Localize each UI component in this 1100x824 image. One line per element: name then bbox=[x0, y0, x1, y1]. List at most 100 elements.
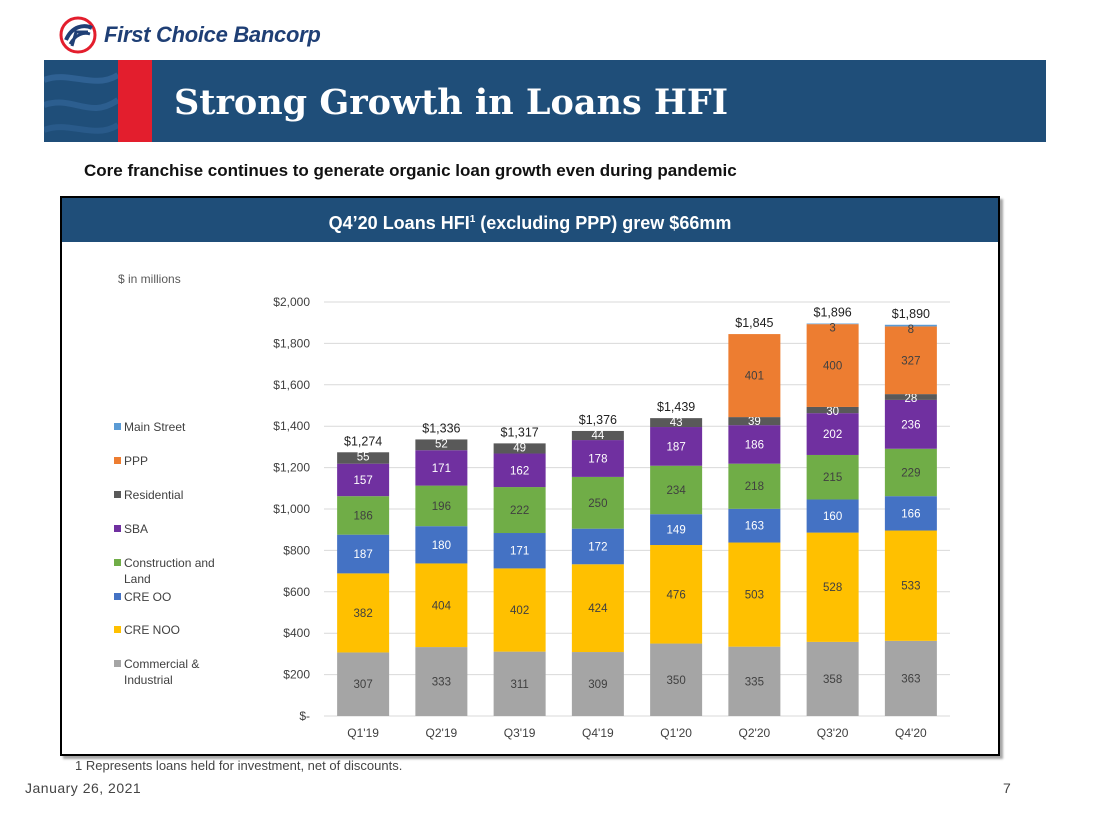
bar-segment-residential bbox=[650, 418, 703, 428]
total-label: $1,336 bbox=[422, 421, 460, 435]
bar-segment-cre-oo bbox=[650, 514, 703, 546]
bar-segment-construction-and-land bbox=[806, 454, 859, 500]
data-label: 8 bbox=[908, 324, 914, 336]
data-label: 163 bbox=[745, 521, 764, 533]
data-label: 180 bbox=[432, 540, 451, 552]
data-label: 333 bbox=[432, 677, 451, 689]
stacked-bar-chart: $ in millions $- $200 $400 $600 $800 $1,000 $1,… bbox=[114, 272, 950, 740]
title-bar: Strong Growth in Loans HFI bbox=[44, 60, 1046, 142]
legend-label: CRE OO bbox=[124, 590, 171, 604]
data-label: 402 bbox=[510, 605, 529, 617]
legend-swatch-sba bbox=[114, 525, 121, 532]
legend-label: Industrial bbox=[124, 673, 173, 687]
data-label: 39 bbox=[748, 416, 761, 428]
bar-segment-residential bbox=[493, 443, 546, 454]
data-label: 218 bbox=[745, 481, 764, 493]
bar-segment-sba bbox=[493, 453, 546, 488]
title-accent-stripe bbox=[118, 60, 152, 142]
total-label: $1,439 bbox=[657, 400, 695, 414]
x-tick-label: Q2'19 bbox=[426, 726, 458, 740]
data-label: 335 bbox=[745, 676, 764, 688]
data-label: 149 bbox=[667, 525, 686, 537]
bar-segment-commercial-industrial bbox=[337, 652, 390, 716]
bar-segment-residential bbox=[337, 452, 390, 464]
data-label: 187 bbox=[354, 549, 373, 561]
data-label: 229 bbox=[901, 467, 920, 479]
bar-segment-cre-oo bbox=[806, 499, 859, 533]
data-label: 215 bbox=[823, 472, 842, 484]
y-tick-label: $600 bbox=[283, 585, 310, 599]
data-label: 171 bbox=[510, 546, 529, 558]
bar-segment-residential bbox=[571, 430, 624, 441]
data-label: 186 bbox=[745, 439, 764, 451]
legend-label: Construction and bbox=[124, 556, 215, 570]
bar-segment-construction-and-land bbox=[650, 465, 703, 515]
y-tick-label: $1,000 bbox=[273, 502, 310, 516]
y-tick-label: $- bbox=[299, 709, 310, 723]
total-label: $1,317 bbox=[501, 425, 539, 439]
y-tick-label: $1,400 bbox=[273, 419, 310, 433]
data-label: 250 bbox=[588, 498, 607, 510]
bar-segment-residential bbox=[728, 417, 781, 426]
x-tick-label: Q2'20 bbox=[739, 726, 771, 740]
data-label: 3 bbox=[829, 323, 835, 335]
bar-segment-sba bbox=[884, 399, 937, 449]
legend-swatch-cre-noo bbox=[114, 626, 121, 633]
x-tick-label: Q4'20 bbox=[895, 726, 927, 740]
data-label: 476 bbox=[667, 589, 686, 601]
chart-title-suffix: (excluding PPP) grew $66mm bbox=[475, 213, 732, 233]
legend-swatch-commercial-industrial bbox=[114, 660, 121, 667]
legend-swatch-construction-and-land bbox=[114, 559, 121, 566]
bar-segment-commercial-industrial bbox=[415, 647, 468, 716]
data-label: 307 bbox=[354, 679, 373, 691]
legend-swatch-main-street bbox=[114, 423, 121, 430]
y-tick-label: $1,600 bbox=[273, 378, 310, 392]
total-label: $1,845 bbox=[735, 316, 773, 330]
data-label: 160 bbox=[823, 511, 842, 523]
data-label: 55 bbox=[357, 451, 370, 463]
brand-name: First Choice Bancorp bbox=[104, 22, 321, 47]
chart-title-footnote-mark: 1 bbox=[469, 214, 476, 225]
bar-segment-main-street bbox=[806, 323, 859, 325]
data-label: 363 bbox=[901, 673, 920, 685]
data-label: 533 bbox=[901, 581, 920, 593]
total-label: $1,274 bbox=[344, 434, 382, 448]
bar-segment-cre-noo bbox=[806, 532, 859, 642]
x-tick-label: Q1'20 bbox=[660, 726, 692, 740]
data-label: 234 bbox=[667, 485, 687, 497]
bar-segment-commercial-industrial bbox=[571, 652, 624, 716]
legend-label: PPP bbox=[124, 454, 148, 468]
y-tick-label: $800 bbox=[283, 543, 310, 557]
bar-segment-sba bbox=[571, 440, 624, 477]
data-label: 327 bbox=[901, 355, 920, 367]
bar-segment-cre-noo bbox=[493, 568, 546, 652]
y-tick-label: $1,200 bbox=[273, 461, 310, 475]
bar-segment-construction-and-land bbox=[337, 496, 390, 535]
bar-segment-construction-and-land bbox=[415, 485, 468, 527]
y-tick-label: $2,000 bbox=[273, 295, 310, 309]
slide-subtitle: Core franchise continues to generate org… bbox=[84, 161, 737, 180]
data-label: 43 bbox=[670, 417, 683, 429]
bar-segment-cre-oo bbox=[493, 533, 546, 569]
bar-segment-ppp bbox=[884, 326, 937, 395]
y-tick-label: $200 bbox=[283, 668, 310, 682]
data-label: 52 bbox=[435, 438, 448, 450]
legend-label: Land bbox=[124, 572, 151, 586]
bar-segment-main-street bbox=[884, 324, 937, 327]
legend-swatch-ppp bbox=[114, 457, 121, 464]
footnote: 1 Represents loans held for investment, … bbox=[75, 758, 403, 773]
data-label: 28 bbox=[904, 393, 917, 405]
data-label: 424 bbox=[588, 603, 608, 615]
total-label: $1,890 bbox=[892, 307, 930, 321]
data-label: 162 bbox=[510, 465, 529, 477]
data-label: 178 bbox=[588, 453, 607, 465]
bar-segment-commercial-industrial bbox=[806, 641, 859, 716]
slide-date: January 26, 2021 bbox=[25, 780, 142, 796]
data-label: 404 bbox=[432, 600, 452, 612]
bar-segment-cre-noo bbox=[728, 542, 781, 647]
bar-segment-cre-oo bbox=[728, 508, 781, 543]
bar-segment-cre-noo bbox=[415, 563, 468, 648]
bar-segment-sba bbox=[728, 425, 781, 464]
data-label: 44 bbox=[591, 430, 604, 442]
bar-segment-construction-and-land bbox=[884, 448, 937, 497]
